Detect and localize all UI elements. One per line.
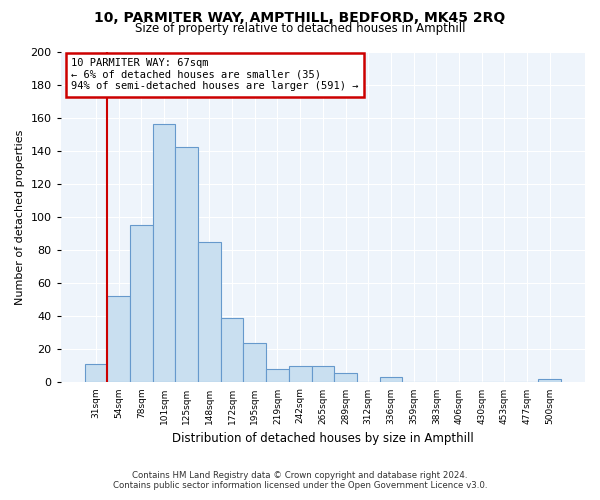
Bar bbox=[311, 366, 334, 382]
Bar bbox=[85, 364, 107, 382]
Bar bbox=[334, 372, 357, 382]
Bar bbox=[152, 124, 175, 382]
X-axis label: Distribution of detached houses by size in Ampthill: Distribution of detached houses by size … bbox=[172, 432, 474, 445]
Bar bbox=[538, 379, 561, 382]
Text: 10, PARMITER WAY, AMPTHILL, BEDFORD, MK45 2RQ: 10, PARMITER WAY, AMPTHILL, BEDFORD, MK4… bbox=[94, 11, 506, 25]
Bar bbox=[244, 342, 266, 382]
Bar bbox=[289, 366, 311, 382]
Bar bbox=[380, 378, 402, 382]
Bar bbox=[198, 242, 221, 382]
Bar bbox=[175, 148, 198, 382]
Y-axis label: Number of detached properties: Number of detached properties bbox=[15, 130, 25, 304]
Bar bbox=[266, 369, 289, 382]
Text: Contains HM Land Registry data © Crown copyright and database right 2024.
Contai: Contains HM Land Registry data © Crown c… bbox=[113, 470, 487, 490]
Bar bbox=[130, 225, 152, 382]
Text: 10 PARMITER WAY: 67sqm
← 6% of detached houses are smaller (35)
94% of semi-deta: 10 PARMITER WAY: 67sqm ← 6% of detached … bbox=[71, 58, 359, 92]
Bar bbox=[107, 296, 130, 382]
Bar bbox=[221, 318, 244, 382]
Text: Size of property relative to detached houses in Ampthill: Size of property relative to detached ho… bbox=[135, 22, 465, 35]
